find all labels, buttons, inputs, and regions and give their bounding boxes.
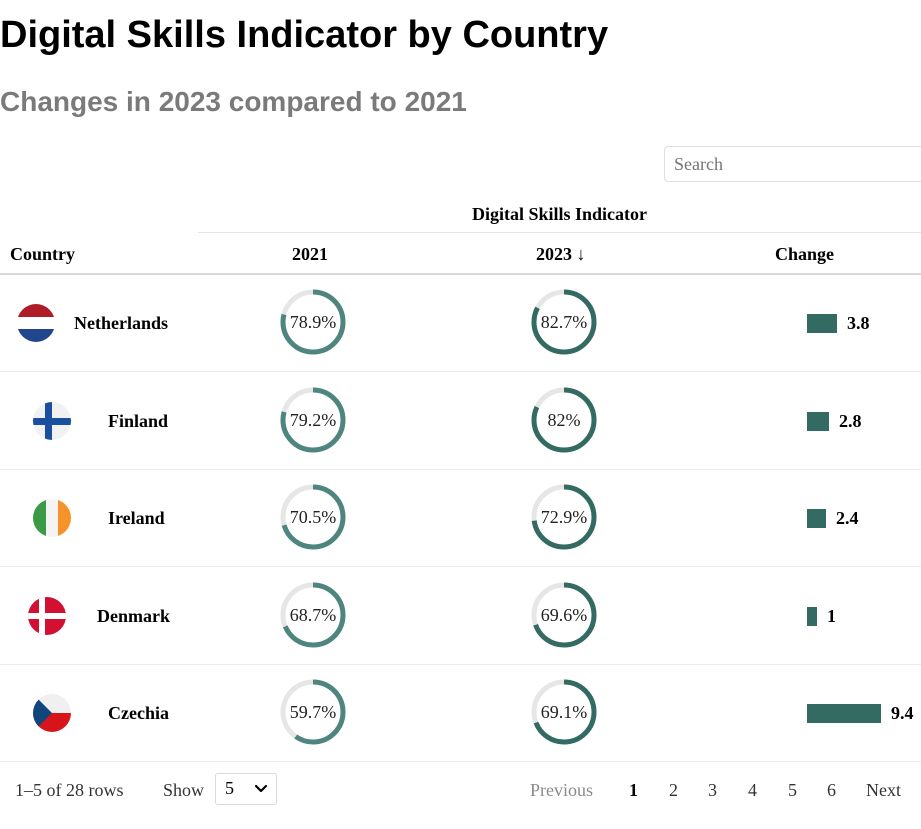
country-name: Finland [108, 411, 169, 431]
change-column-header[interactable]: Change [775, 244, 835, 264]
netherlands-flag [17, 304, 55, 342]
change-value: 2.4 [836, 508, 859, 528]
change-bar [807, 607, 817, 626]
previous-page-button[interactable]: Previous [530, 780, 593, 800]
table-row: Czechia 59.7% 69.1% 9.4 [0, 665, 921, 762]
table-row: Denmark 68.7% 69.6% 1 [0, 568, 921, 665]
donut-2023 [531, 289, 597, 355]
donut-value-arc [280, 387, 346, 453]
page-button-2[interactable]: 2 [669, 780, 678, 800]
donut-2021 [280, 289, 346, 355]
show-label: Show [163, 780, 205, 800]
value-2021: 79.2% [289, 410, 337, 430]
value-2021: 68.7% [289, 605, 337, 625]
page-button-5[interactable]: 5 [788, 780, 797, 800]
page-button-1[interactable]: 1 [629, 780, 638, 800]
country-name: Ireland [108, 508, 165, 528]
donut-2023 [531, 679, 597, 745]
donut-value-arc [531, 484, 597, 550]
header-divider [0, 273, 921, 275]
page-button-4[interactable]: 4 [748, 780, 757, 800]
donut-2021 [280, 484, 346, 550]
value-2023: 69.6% [540, 605, 588, 625]
table-row: Netherlands 78.9% 82.7% 3.8 [0, 275, 921, 372]
year-2021-column-header[interactable]: 2021 [292, 244, 328, 264]
year-2023-column-header[interactable]: 2023 ↓ [536, 244, 586, 264]
search-input[interactable] [664, 146, 921, 182]
value-2023: 82% [547, 410, 581, 430]
next-page-button[interactable]: Next [866, 780, 901, 800]
donut-2021 [280, 387, 346, 453]
country-column-header[interactable]: Country [10, 244, 76, 264]
page-button-6[interactable]: 6 [827, 780, 836, 800]
country-name: Denmark [97, 606, 170, 626]
country-name: Czechia [108, 703, 169, 723]
donut-value-arc [531, 387, 597, 453]
change-bar [807, 314, 837, 333]
change-value: 3.8 [847, 313, 870, 333]
ireland-flag [33, 499, 71, 537]
donut-2023 [531, 484, 597, 550]
czechia-flag [33, 694, 71, 732]
donut-value-arc [280, 484, 346, 550]
chevron-down-icon [254, 784, 268, 793]
page-button-3[interactable]: 3 [708, 780, 717, 800]
change-value: 1 [827, 606, 836, 626]
column-group-header: Digital Skills Indicator [198, 200, 921, 233]
denmark-flag [28, 597, 66, 635]
page-size-select[interactable]: 5 [215, 773, 277, 805]
change-value: 2.8 [839, 411, 862, 431]
change-bar [807, 412, 829, 431]
change-bar [807, 704, 881, 723]
page-title: Digital Skills Indicator by Country [0, 14, 609, 56]
change-value: 9.4 [891, 703, 914, 723]
value-2021: 70.5% [289, 507, 337, 527]
page-size-value: 5 [225, 778, 234, 798]
page-subtitle: Changes in 2023 compared to 2021 [0, 86, 467, 117]
value-2021: 59.7% [289, 702, 337, 722]
value-2023: 69.1% [540, 702, 588, 722]
table-row: Finland 79.2% 82% 2.8 [0, 373, 921, 470]
donut-2021 [280, 679, 346, 745]
donut-value-arc [531, 582, 597, 648]
value-2023: 82.7% [540, 312, 588, 332]
donut-2021 [280, 582, 346, 648]
donut-2023 [531, 582, 597, 648]
country-name: Netherlands [74, 313, 168, 333]
finland-flag [33, 402, 71, 440]
value-2023: 72.9% [540, 507, 588, 527]
value-2021: 78.9% [289, 312, 337, 332]
donut-value-arc [280, 679, 346, 745]
change-bar [807, 509, 826, 528]
donut-value-arc [280, 289, 346, 355]
row-count-info: 1–5 of 28 rows [15, 780, 124, 800]
table-row: Ireland 70.5% 72.9% 2.4 [0, 470, 921, 567]
donut-value-arc [280, 582, 346, 648]
donut-2023 [531, 387, 597, 453]
donut-value-arc [531, 289, 597, 355]
donut-value-arc [531, 679, 597, 745]
